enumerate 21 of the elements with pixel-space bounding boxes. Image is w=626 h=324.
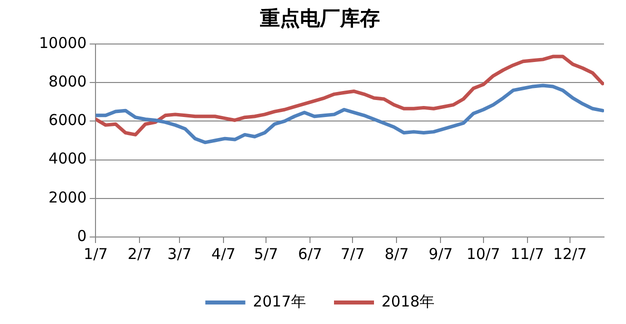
x-tick-label: 1/7 [84,244,108,263]
x-tick-label: 3/7 [167,244,192,263]
x-tick-label: 10/7 [466,244,500,263]
x-tick-label: 5/7 [254,244,278,263]
legend-label: 2017年 [252,292,306,310]
legend-label: 2018年 [382,292,435,310]
y-tick-label: 6000 [48,111,87,130]
x-tick-label: 7/7 [340,244,365,263]
x-tick-label: 8/7 [384,244,409,263]
y-tick-label: 10000 [39,34,87,52]
x-tick-label: 11/7 [510,244,544,263]
x-tick-label: 2/7 [128,244,152,263]
x-tick-label: 12/7 [553,244,587,263]
y-tick-label: 8000 [48,72,87,90]
x-tick-label: 4/7 [211,244,236,263]
y-tick-label: 4000 [48,150,87,168]
y-tick-label: 2000 [48,188,87,206]
x-tick-label: 6/7 [298,244,322,263]
chart-title: 重点电厂库存 [259,6,380,30]
x-tick-label: 9/7 [428,244,453,263]
y-tick-label: 0 [77,226,87,245]
